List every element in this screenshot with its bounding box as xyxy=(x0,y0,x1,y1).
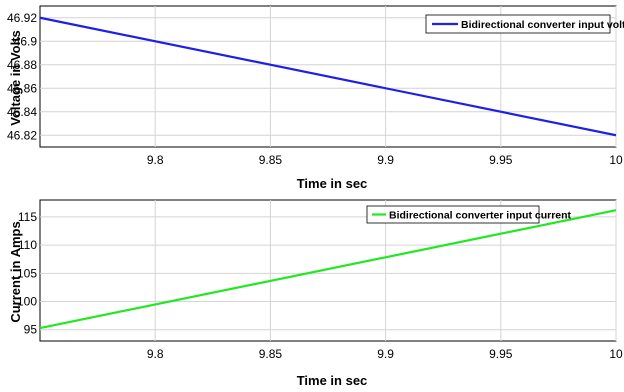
voltage-y-tick-label: 46.88 xyxy=(7,58,37,72)
voltage-chart: 9.8 9.85 9.9 9.95 10 46.82 46.84 46.86 46.88 46.… xyxy=(7,5,624,191)
voltage-x-tick-label: 9.9 xyxy=(377,153,394,167)
voltage-legend-label: Bidirectional converter input voltage xyxy=(461,19,624,31)
current-y-tick-label: 105 xyxy=(17,266,37,280)
voltage-y-tick-label: 46.9 xyxy=(14,34,38,48)
current-chart: 9.8 9.85 9.9 9.95 10 95 100 105 110 115 Time in … xyxy=(8,199,623,388)
voltage-y-axis-label: Voltage in Volts xyxy=(8,30,23,126)
current-x-tick-label: 10 xyxy=(609,347,623,361)
current-plot-area xyxy=(39,199,617,342)
current-y-axis-label: Current in Amps xyxy=(8,221,23,322)
current-x-tick-label: 9.95 xyxy=(489,347,513,361)
voltage-y-tick-label: 46.82 xyxy=(7,128,37,142)
current-x-tick-label: 9.85 xyxy=(259,347,283,361)
current-legend: Bidirectional converter input current xyxy=(366,205,572,224)
current-x-tick-label: 9.8 xyxy=(147,347,164,361)
voltage-x-tick-label: 9.85 xyxy=(259,153,283,167)
current-y-tick-label: 100 xyxy=(17,295,37,309)
voltage-series-line xyxy=(39,16,617,137)
voltage-x-tick-label: 10 xyxy=(609,153,623,167)
voltage-x-tick-label: 9.95 xyxy=(489,153,513,167)
voltage-y-tick-label: 46.84 xyxy=(7,105,37,119)
voltage-x-axis-label: Time in sec xyxy=(297,176,368,191)
voltage-y-tick-label: 46.86 xyxy=(7,81,37,95)
current-legend-label: Bidirectional converter input current xyxy=(389,210,572,222)
voltage-y-tick-label: 46.92 xyxy=(7,11,37,25)
voltage-x-tick-label: 9.8 xyxy=(147,153,164,167)
voltage-legend: Bidirectional converter input voltage xyxy=(425,14,624,34)
current-y-tick-label: 115 xyxy=(18,210,37,224)
current-x-tick-label: 9.9 xyxy=(377,347,394,361)
current-y-tick-label: 95 xyxy=(24,323,38,337)
current-x-axis-label: Time in sec xyxy=(297,373,368,388)
current-series-line xyxy=(39,209,617,330)
current-y-tick-label: 110 xyxy=(18,238,37,252)
